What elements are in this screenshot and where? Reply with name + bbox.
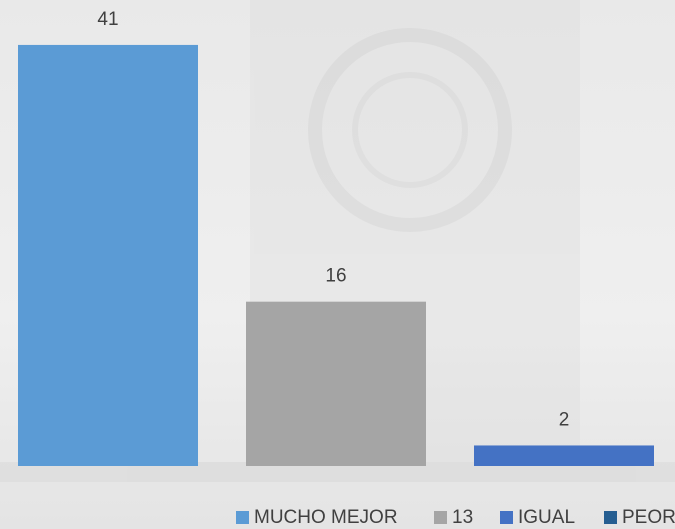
bar <box>246 301 426 466</box>
legend-swatch <box>604 511 617 524</box>
data-label: 41 <box>97 9 118 30</box>
legend-label: IGUAL <box>518 507 575 528</box>
bar <box>474 445 654 466</box>
legend-swatch <box>500 511 513 524</box>
legend-label: PEOR <box>622 507 675 528</box>
data-label: 2 <box>559 409 570 430</box>
legend-label: MUCHO MEJOR <box>254 507 398 528</box>
data-label: 16 <box>325 266 346 287</box>
legend-swatch <box>434 511 447 524</box>
legend-swatch <box>236 511 249 524</box>
legend-label: 13 <box>452 507 473 528</box>
bar <box>18 44 198 467</box>
